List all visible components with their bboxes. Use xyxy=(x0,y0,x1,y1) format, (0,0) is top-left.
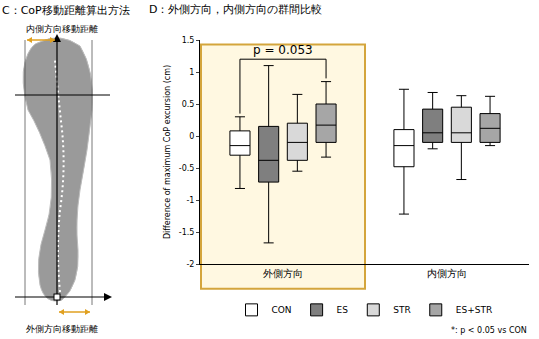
svg-text:Difference of maximum CoP excu: Difference of maximum CoP excursion (cm) xyxy=(163,65,172,239)
svg-text:1: 1 xyxy=(189,68,194,77)
svg-text:外側方向: 外側方向 xyxy=(263,268,303,279)
svg-text:CON: CON xyxy=(272,305,292,315)
svg-text:-0.5: -0.5 xyxy=(179,164,195,173)
svg-text:0.5: 0.5 xyxy=(182,100,195,109)
svg-text:p = 0.053: p = 0.053 xyxy=(253,43,313,57)
svg-text:-2: -2 xyxy=(186,260,194,269)
svg-text:STR: STR xyxy=(393,305,410,315)
svg-text:D：外側方向，内側方向の群間比較: D：外側方向，内側方向の群間比較 xyxy=(149,3,322,16)
svg-text:ES+STR: ES+STR xyxy=(456,305,492,315)
svg-text:内側方向: 内側方向 xyxy=(427,268,467,279)
svg-text:0: 0 xyxy=(189,132,194,141)
svg-text:C：CoP移動距離算出方法: C：CoP移動距離算出方法 xyxy=(2,4,130,17)
svg-text:内側方向移動距離: 内側方向移動距離 xyxy=(26,24,98,34)
svg-text:-1: -1 xyxy=(186,196,194,205)
svg-text:外側方向移動距離: 外側方向移動距離 xyxy=(26,324,98,334)
svg-text:1.5: 1.5 xyxy=(182,36,195,45)
svg-text:*: p < 0.05 vs CON: *: p < 0.05 vs CON xyxy=(451,326,527,335)
svg-text:-1.5: -1.5 xyxy=(179,228,195,237)
svg-text:ES: ES xyxy=(337,305,349,315)
